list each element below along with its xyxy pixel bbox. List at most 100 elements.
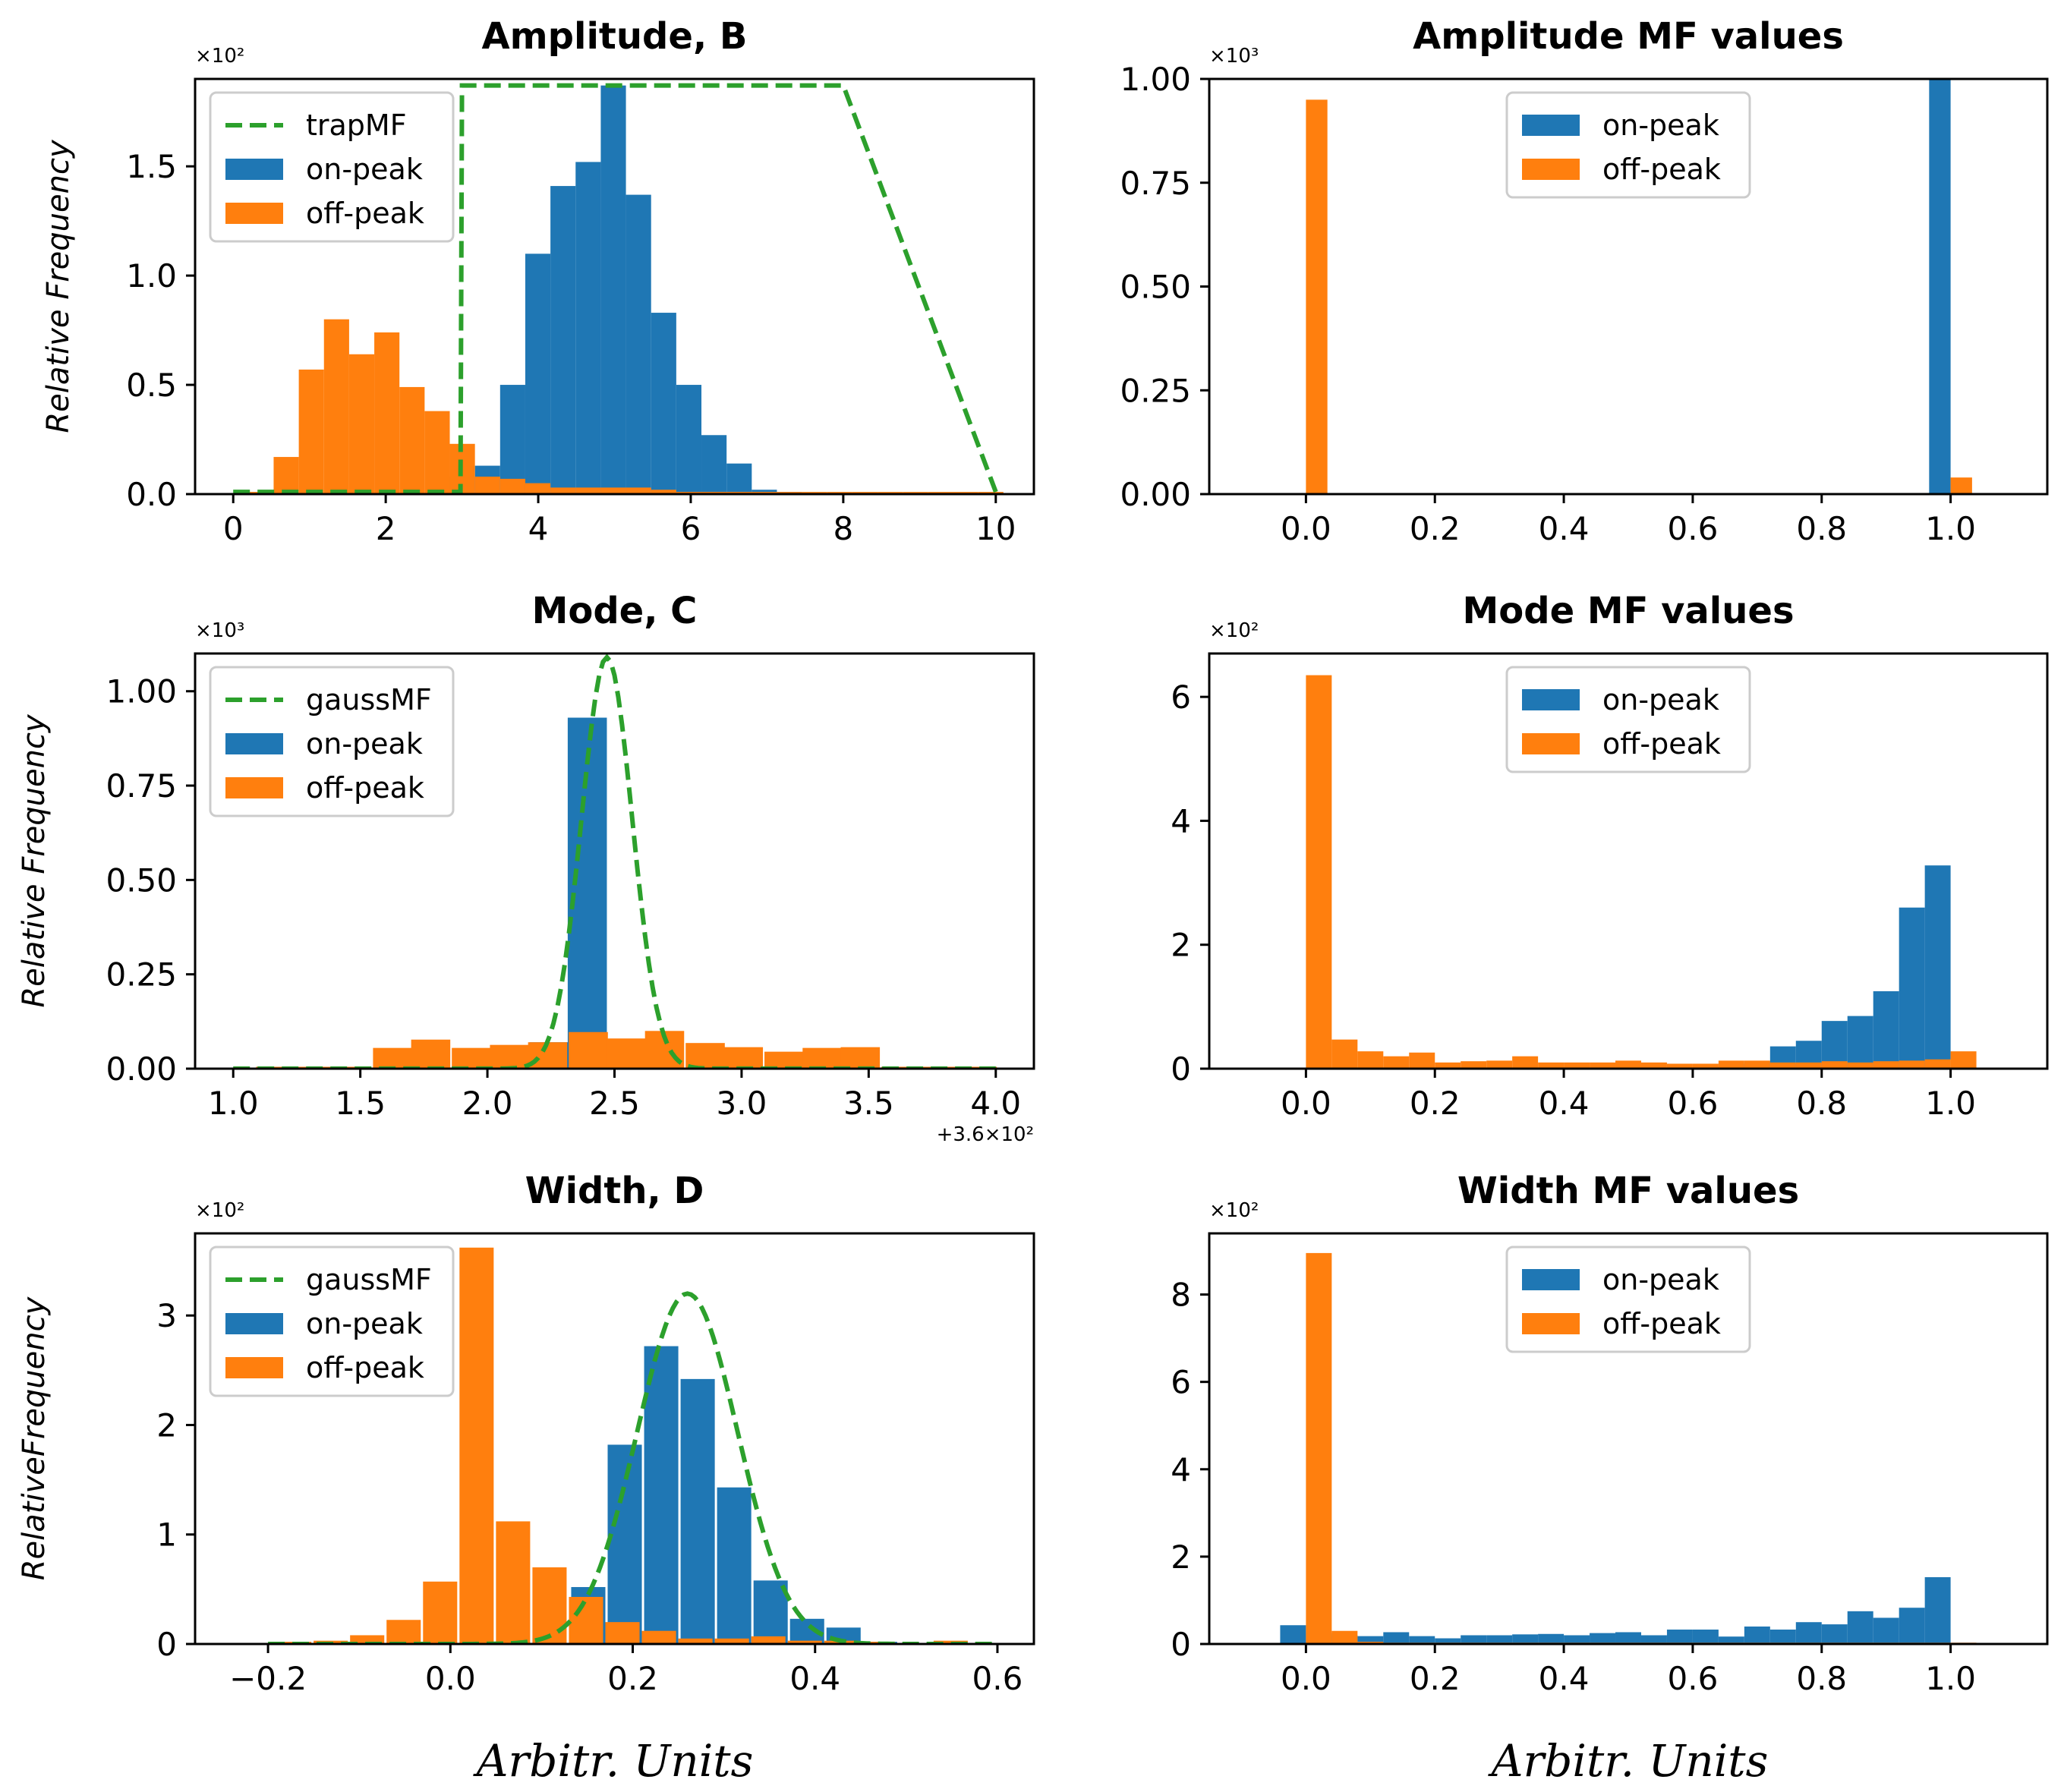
- bar-on-peak-18: [676, 385, 702, 494]
- legend-swatch-off-peak: [1522, 733, 1580, 754]
- bar-on-peak-9: [1512, 1634, 1539, 1644]
- bar-off-peak-2: [298, 369, 324, 494]
- bar-on-peak-13: [1615, 1632, 1641, 1644]
- bar-off-peak-25: [1950, 1051, 1977, 1069]
- bar-off-peak-19: [1795, 1062, 1822, 1069]
- x-tick-label: 0.4: [1539, 1660, 1590, 1697]
- bar-off-peak-5: [459, 1247, 494, 1644]
- bar-off-peak-6: [496, 1521, 531, 1644]
- mf-curve: [268, 1291, 997, 1644]
- bar-off-peak-1: [1950, 477, 1972, 494]
- x-tick-label: 0.6: [1668, 1660, 1719, 1697]
- x-tick-label: 4: [528, 510, 549, 547]
- bar-off-peak-3: [386, 1620, 421, 1644]
- bar-on-peak-6: [1435, 1638, 1461, 1644]
- x-tick-label: 6: [681, 510, 701, 547]
- legend-swatch-on-peak: [1522, 1269, 1580, 1290]
- legend-label: on-peak: [1602, 683, 1719, 716]
- mf-curve: [233, 83, 998, 494]
- bar-off-peak-7: [424, 411, 450, 494]
- bar-on-peak-14: [753, 1580, 788, 1644]
- bar-off-peak-4: [411, 1039, 451, 1069]
- y-tick-label: 0.75: [1120, 165, 1191, 202]
- legend-label: trapMF: [306, 109, 407, 142]
- bar-off-peak-8: [569, 1031, 608, 1069]
- legend-swatch-off-peak: [225, 1357, 283, 1378]
- bar-off-peak-11: [1590, 1062, 1616, 1069]
- bar-off-peak-6: [1461, 1061, 1487, 1069]
- chart-width: −0.2 0.0 0.2 0.4 0.6 0 1 2 3 Width, D ×10² Relative…: [17, 1170, 1035, 1697]
- axes-frame: [1208, 652, 2049, 1070]
- mf-curve: [233, 653, 996, 1069]
- x-tick-label: 3.5: [843, 1085, 894, 1122]
- bar-off-peak-5: [374, 332, 400, 494]
- chart-title: Width, D: [525, 1170, 704, 1212]
- chart-modemf: 0.0 0.2 0.4 0.6 0.8 1.0 0 2 4 6 Mode MF values ×10²…: [1171, 590, 2049, 1122]
- y-tick-label: 0.25: [1120, 372, 1191, 409]
- x-tick-label: 8: [833, 510, 853, 547]
- x-tick-label: 0.8: [1796, 510, 1847, 547]
- plot-area: [268, 1247, 1004, 1644]
- legend: trapMF on-peak off-peak: [209, 91, 455, 243]
- bar-on-peak-13: [550, 186, 576, 494]
- bar-off-peak-13: [1640, 1062, 1667, 1069]
- bar-off-peak-5: [452, 1047, 491, 1069]
- bar-on-peak-21: [1821, 1624, 1848, 1644]
- bar-on-peak-12: [1590, 1633, 1616, 1644]
- legend-label: off-peak: [306, 771, 424, 805]
- bar-off-peak-4: [348, 354, 375, 494]
- x-tick-label: 0.8: [1796, 1660, 1847, 1697]
- x-tick-label: 1.0: [1925, 1085, 1976, 1122]
- bar-off-peak-8: [569, 1596, 603, 1644]
- chart-title: Width MF values: [1457, 1170, 1799, 1212]
- y-axis-label: Relative Frequency: [17, 713, 52, 1008]
- legend-label: gaussMF: [306, 1263, 432, 1296]
- x-tick-label: 0.4: [1539, 1085, 1590, 1122]
- legend: on-peak off-peak: [1505, 91, 1751, 199]
- x-tick-label: 2.5: [589, 1085, 640, 1122]
- bar-off-peak-9: [474, 476, 500, 494]
- bar-off-peak-7: [1486, 1060, 1513, 1069]
- bar-on-peak-20: [1795, 1622, 1822, 1644]
- bar-off-peak-10: [641, 1630, 676, 1644]
- bar-on-peak-19: [1769, 1630, 1796, 1644]
- legend-label: off-peak: [306, 197, 424, 230]
- plot-area: [1280, 1252, 1977, 1644]
- x-tick-label: 0.8: [1796, 1085, 1847, 1122]
- y-tick-label: 0.50: [1120, 269, 1191, 306]
- bar-on-peak-14: [575, 162, 601, 494]
- bar-off-peak-11: [685, 1043, 725, 1069]
- y-axis-label: RelativeFrequency: [17, 1296, 52, 1580]
- bar-on-peak-16: [1692, 1630, 1719, 1644]
- x-tick-label: 0.0: [1281, 510, 1331, 547]
- x-tick-label: 0.0: [1281, 1085, 1331, 1122]
- x-tick-label: 0.0: [1281, 1660, 1331, 1697]
- x-tick-label: 10: [975, 510, 1016, 547]
- y-tick-label: 1.0: [126, 257, 177, 294]
- bar-off-peak-16: [1718, 1060, 1744, 1069]
- legend-label: on-peak: [306, 153, 423, 186]
- bar-on-peak-11: [1564, 1635, 1590, 1644]
- bar-on-peak-15: [1666, 1630, 1693, 1644]
- legend-swatch-on-peak: [225, 733, 283, 754]
- bar-off-peak-15: [1692, 1063, 1719, 1069]
- bar-on-peak-22: [1847, 1611, 1873, 1644]
- axes-frame: [194, 1232, 1035, 1646]
- x-tick-label: 0.0: [425, 1660, 476, 1697]
- y-tick-label: 0.75: [106, 767, 177, 805]
- y-tick-label: 0.50: [106, 861, 177, 899]
- bar-off-peak-11: [525, 483, 551, 494]
- legend-label: off-peak: [306, 1351, 424, 1384]
- axis-offset: +3.6×10²: [937, 1123, 1034, 1146]
- bar-on-peak-25: [1924, 865, 1951, 1069]
- x-tick-label: 0.4: [1539, 510, 1590, 547]
- y-axis-label: Relative Frequency: [41, 139, 76, 433]
- bar-off-peak-12: [714, 1638, 749, 1644]
- bar-off-peak-10: [499, 478, 525, 494]
- scale-multiplier: ×10²: [1209, 1199, 1259, 1222]
- scale-multiplier: ×10²: [1209, 619, 1259, 642]
- bar-on-peak-22: [1847, 1016, 1873, 1069]
- bar-on-peak-10: [1538, 1633, 1565, 1644]
- legend-label: off-peak: [1602, 153, 1721, 186]
- bar-off-peak-11: [678, 1638, 713, 1644]
